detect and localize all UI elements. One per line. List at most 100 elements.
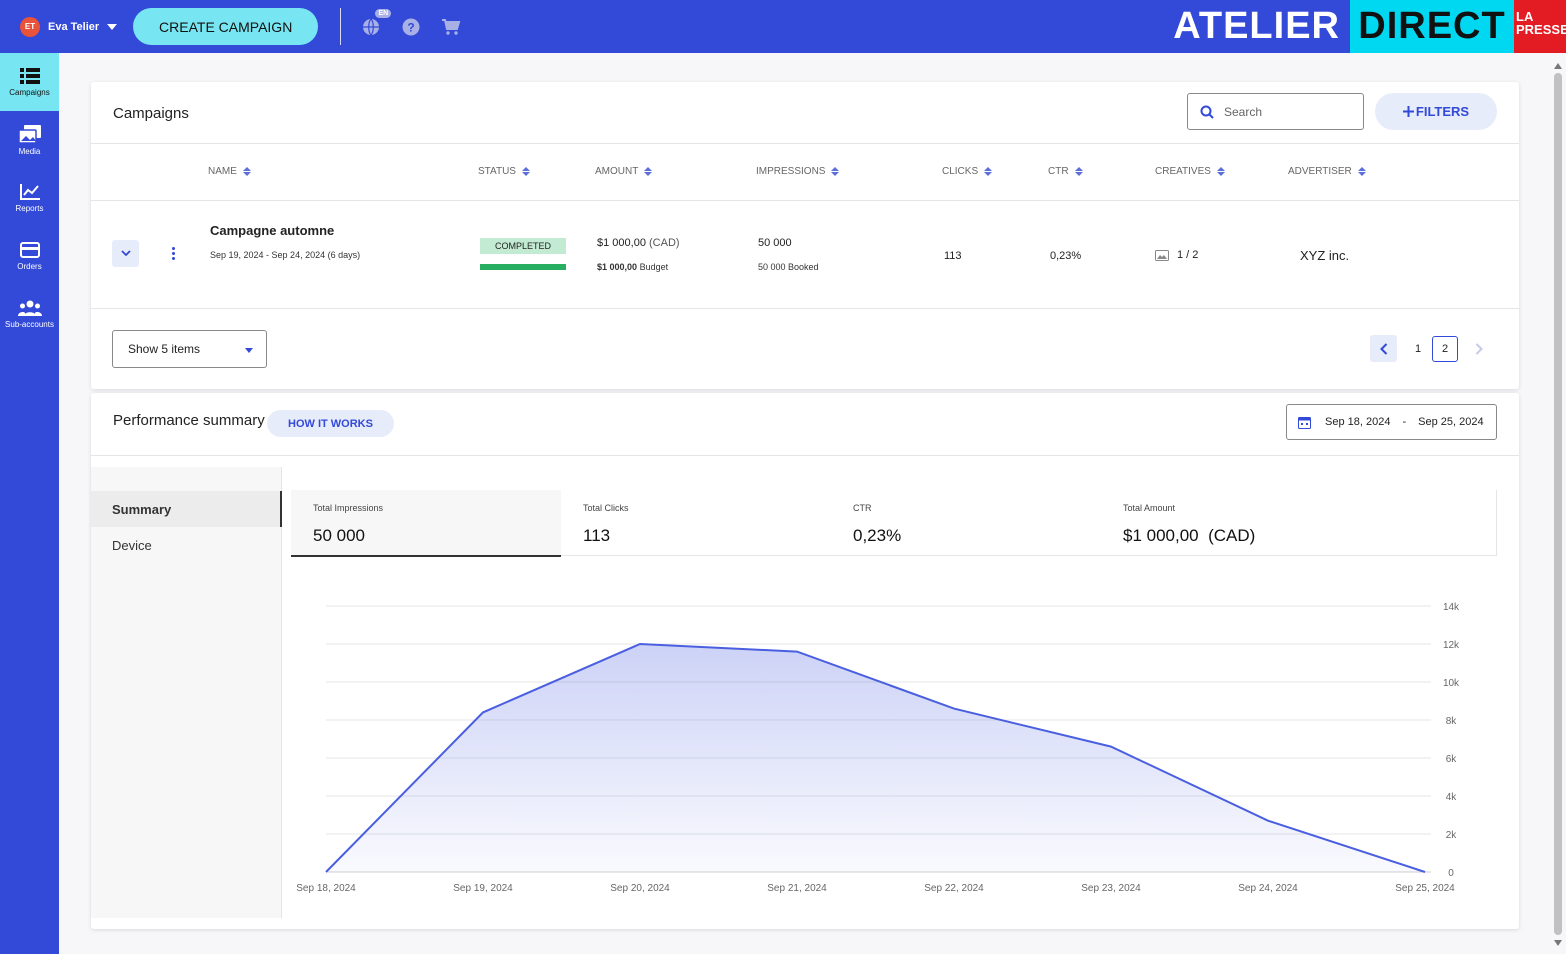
column-label: STATUS	[478, 166, 516, 177]
y-tick-label: 12k	[1443, 640, 1460, 651]
x-tick-label: Sep 18, 2024	[296, 883, 356, 894]
creatives-value[interactable]: 1 / 2	[1155, 249, 1198, 261]
tab-summary[interactable]: Summary	[91, 491, 282, 527]
brand-lapresse-line2: PRESSE	[1516, 22, 1566, 37]
column-header-clicks[interactable]: CLICKS	[942, 166, 993, 177]
search-box[interactable]	[1187, 93, 1364, 130]
x-tick-label: Sep 25, 2024	[1395, 883, 1455, 894]
search-input[interactable]	[1224, 104, 1344, 119]
date-end: Sep 25, 2024	[1418, 416, 1484, 428]
metric-label: CTR	[853, 503, 872, 513]
how-it-works-button[interactable]: HOW IT WORKS	[267, 410, 394, 437]
top-bar: ET Eva Telier CREATE CAMPAIGN EN ? ATELI…	[0, 0, 1566, 53]
y-tick-label: 0	[1448, 868, 1454, 879]
user-menu[interactable]: ET Eva Telier	[20, 16, 118, 37]
date-range-picker[interactable]: Sep 18, 2024 - Sep 25, 2024	[1286, 404, 1497, 440]
sort-icon	[831, 167, 840, 176]
column-header-ctr[interactable]: CTR	[1048, 166, 1083, 177]
cart-button[interactable]	[441, 17, 461, 37]
amount-value: $1 000,00 (CAD)	[597, 237, 680, 249]
pagination-prev-button[interactable]	[1370, 335, 1397, 362]
metric-ctr[interactable]: CTR 0,23%	[831, 490, 1101, 556]
y-tick-label: 4k	[1446, 792, 1458, 803]
chevron-down-icon	[120, 250, 131, 257]
users-icon	[17, 300, 42, 316]
metrics-row: Total Impressions 50 000 Total Clicks 11…	[291, 490, 1497, 557]
filters-button[interactable]: FILTERS	[1375, 93, 1497, 130]
budget-value: $1 000,00 Budget	[597, 262, 668, 272]
budget-amount: $1 000,00	[597, 262, 638, 272]
y-tick-label: 6k	[1446, 754, 1458, 765]
row-menu-icon[interactable]	[172, 247, 175, 260]
date-separator: -	[1402, 416, 1407, 428]
metric-label: Total Clicks	[583, 503, 629, 513]
scroll-down-icon[interactable]	[1554, 940, 1562, 946]
sidebar-item-label: Sub-accounts	[5, 319, 54, 329]
x-tick-label: Sep 24, 2024	[1238, 883, 1298, 894]
metric-label: Total Impressions	[313, 503, 384, 513]
column-label: ADVERTISER	[1288, 166, 1352, 177]
image-icon	[1155, 249, 1169, 261]
metric-total-clicks[interactable]: Total Clicks 113	[561, 490, 831, 556]
y-tick-label: 10k	[1443, 678, 1460, 689]
pagination-next-button[interactable]	[1465, 335, 1492, 362]
sidebar-item-orders[interactable]: Orders	[0, 227, 59, 285]
svg-text:?: ?	[408, 20, 415, 34]
metric-label: Total Amount	[1123, 503, 1176, 513]
scroll-up-icon[interactable]	[1554, 63, 1562, 69]
metric-total-amount[interactable]: Total Amount $1 000,00 (CAD)	[1101, 490, 1371, 556]
sidebar-item-label: Reports	[15, 203, 44, 213]
divider	[340, 8, 342, 45]
help-icon: ?	[402, 18, 420, 35]
sidebar-item-sub-accounts[interactable]: Sub-accounts	[0, 285, 59, 343]
status-badge: COMPLETED	[480, 238, 566, 254]
y-tick-label: 14k	[1443, 602, 1460, 613]
campaign-dates: Sep 19, 2024 - Sep 24, 2024 (6 days)	[210, 250, 361, 260]
expand-row-button[interactable]	[112, 240, 139, 267]
cart-icon	[442, 18, 461, 35]
column-header-advertiser[interactable]: ADVERTISER	[1288, 166, 1366, 177]
globe-icon	[363, 18, 380, 35]
card-icon	[19, 241, 40, 258]
divider	[91, 143, 1519, 144]
sidebar-item-media[interactable]: Media	[0, 111, 59, 169]
creatives-count: 1 / 2	[1177, 249, 1199, 261]
language-button[interactable]: EN	[361, 8, 392, 37]
metric-value: 50 000	[313, 526, 365, 545]
sidebar-item-reports[interactable]: Reports	[0, 169, 59, 227]
scroll-thumb[interactable]	[1554, 73, 1562, 935]
series-area	[326, 644, 1425, 872]
column-label: NAME	[208, 166, 237, 177]
column-header-amount[interactable]: AMOUNT	[595, 166, 653, 177]
budget-label: Budget	[639, 262, 669, 272]
metric-total-impressions[interactable]: Total Impressions 50 000	[291, 490, 561, 557]
column-label: CREATIVES	[1155, 166, 1211, 177]
column-header-creatives[interactable]: CREATIVES	[1155, 166, 1225, 177]
page-size-select[interactable]: Show 5 items	[112, 330, 267, 368]
chevron-right-icon	[1475, 342, 1483, 355]
sidebar-item-campaigns[interactable]: Campaigns	[0, 53, 59, 111]
page-scrollbar[interactable]	[1550, 53, 1566, 954]
campaign-name[interactable]: Campagne automne	[210, 223, 335, 238]
amount: $1 000,00	[597, 237, 646, 249]
impressions-value: 50 000	[758, 237, 792, 249]
media-icon	[18, 124, 41, 143]
column-header-name[interactable]: NAME	[208, 166, 251, 177]
column-header-impressions[interactable]: IMPRESSIONS	[756, 166, 840, 177]
pagination-page-2[interactable]: 2	[1432, 336, 1458, 362]
performance-title: Performance summary	[113, 412, 265, 429]
avatar: ET	[20, 16, 40, 37]
column-header-status[interactable]: STATUS	[478, 166, 530, 177]
column-label: CTR	[1048, 166, 1069, 177]
performance-card: Performance summary HOW IT WORKS Sep 18,…	[91, 393, 1519, 929]
impressions-chart: 0 2k 4k 6k 8k 10k 12k 14k Sep 18, 2024 Sep 19, 20…	[296, 602, 1460, 894]
sort-icon	[521, 167, 530, 176]
column-label: CLICKS	[942, 166, 979, 177]
sidebar-item-label: Campaigns	[9, 87, 50, 97]
create-campaign-button[interactable]: CREATE CAMPAIGN	[133, 8, 319, 45]
help-button[interactable]: ?	[401, 17, 421, 37]
tab-device[interactable]: Device	[112, 537, 152, 553]
sort-icon	[1357, 167, 1366, 176]
pagination-page-1[interactable]: 1	[1414, 343, 1422, 355]
sort-icon	[984, 167, 993, 176]
